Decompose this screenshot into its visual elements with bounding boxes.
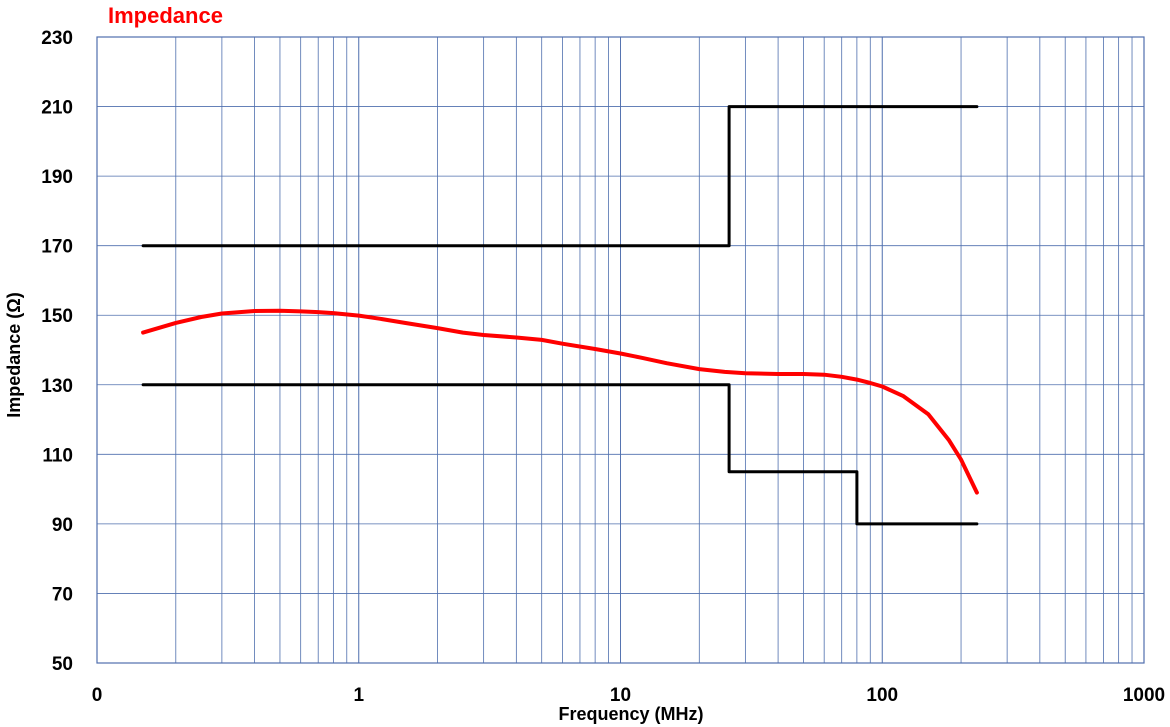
- lower-limit-line: [141, 383, 979, 526]
- plot-area-border: [96, 36, 1145, 664]
- y-tick-labels: 50 70 90 110 130 150 170 190 210 230: [41, 28, 73, 675]
- chart-title: Impedance: [108, 3, 223, 28]
- y-tick-label: 170: [41, 237, 73, 258]
- y-tick-label: 130: [41, 376, 73, 397]
- x-axis-title: Frequency (MHz): [558, 704, 703, 724]
- series-group: [141, 105, 979, 526]
- x-tick-label: 0: [92, 685, 103, 706]
- y-tick-label: 110: [42, 445, 73, 466]
- y-axis-title: Impedance (Ω): [4, 292, 24, 417]
- grid: [96, 36, 1145, 664]
- y-tick-label: 50: [52, 654, 73, 675]
- y-tick-label: 210: [41, 98, 73, 119]
- y-tick-label: 70: [52, 584, 73, 605]
- x-tick-label: 1000: [1123, 685, 1165, 706]
- measured-line: [141, 308, 979, 495]
- x-tick-label: 100: [866, 685, 898, 706]
- y-tick-label: 230: [41, 28, 73, 49]
- y-tick-label: 150: [41, 306, 73, 327]
- upper-limit-line: [141, 105, 979, 248]
- y-tick-label: 190: [41, 167, 73, 188]
- x-tick-label: 1: [353, 685, 364, 706]
- x-tick-label: 10: [610, 685, 631, 706]
- y-tick-label: 90: [52, 515, 73, 536]
- x-tick-labels: 0 1 10 100 1000: [92, 685, 1165, 706]
